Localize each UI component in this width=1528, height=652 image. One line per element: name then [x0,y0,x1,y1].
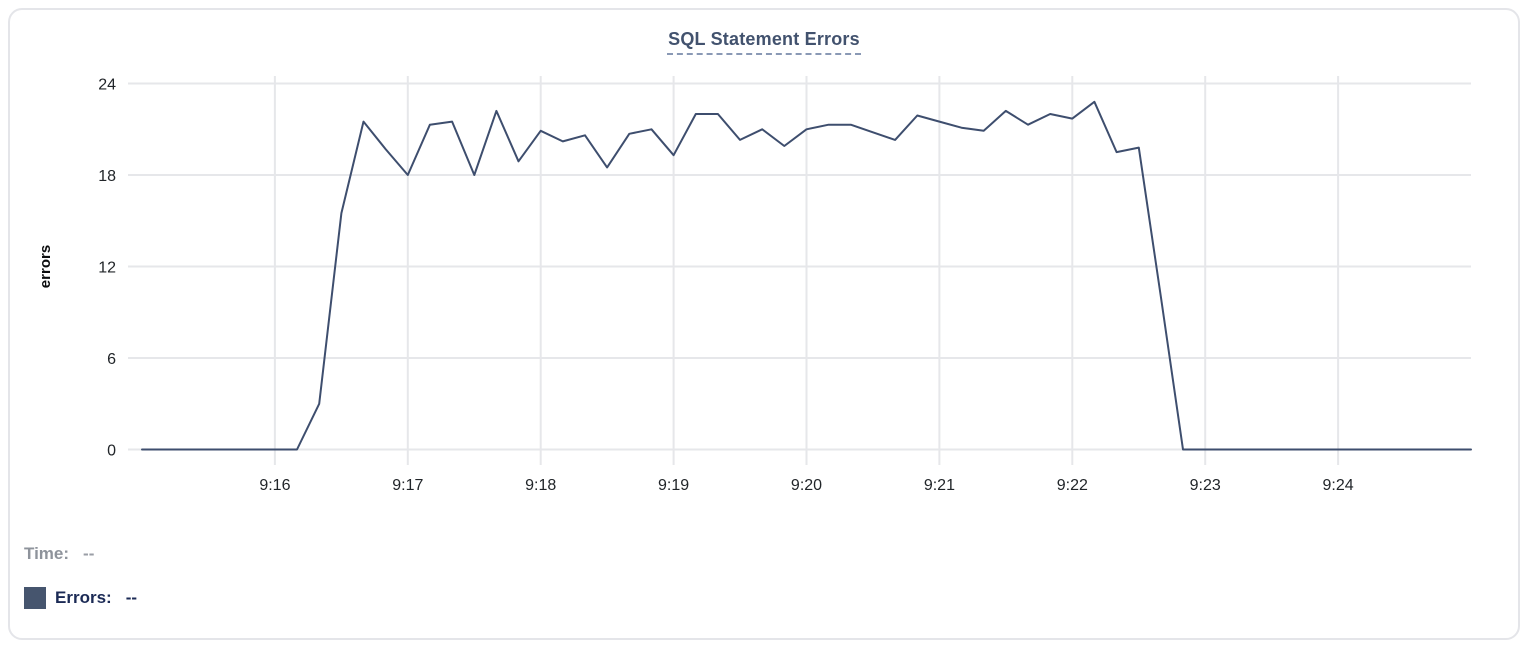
chart-title-link[interactable]: SQL Statement Errors [667,29,861,55]
errors-series-swatch [24,587,46,609]
x-tick-label-9:16: 9:16 [259,477,290,494]
y-tick-label-6: 6 [107,351,116,368]
x-tick-label-9:23: 9:23 [1190,477,1221,494]
chart-card [8,8,1520,640]
errors-series-line [141,100,1472,451]
legend-time-value: -- [83,544,95,563]
x-tick-label-9:19: 9:19 [658,477,689,494]
y-axis-label: errors [37,245,54,288]
x-tick-label-9:20: 9:20 [791,477,822,494]
x-tick-label-9:21: 9:21 [924,477,955,494]
legend-errors-row: Errors: -- [24,587,137,609]
x-tick-label-9:22: 9:22 [1057,477,1088,494]
legend-time-row: Time: -- [24,544,94,564]
y-tick-label-18: 18 [98,168,116,185]
y-tick-label-0: 0 [107,443,116,460]
legend-errors-value: -- [125,588,138,607]
y-tick-label-24: 24 [98,77,116,94]
x-tick-label-9:24: 9:24 [1323,477,1354,494]
x-tick-label-9:18: 9:18 [525,477,556,494]
y-tick-label-12: 12 [98,260,116,277]
chart-title-wrap: SQL Statement Errors [0,29,1528,55]
legend-errors-label: Errors: [55,588,112,607]
x-tick-label-9:17: 9:17 [392,477,423,494]
legend-time-label: Time: [24,544,70,563]
